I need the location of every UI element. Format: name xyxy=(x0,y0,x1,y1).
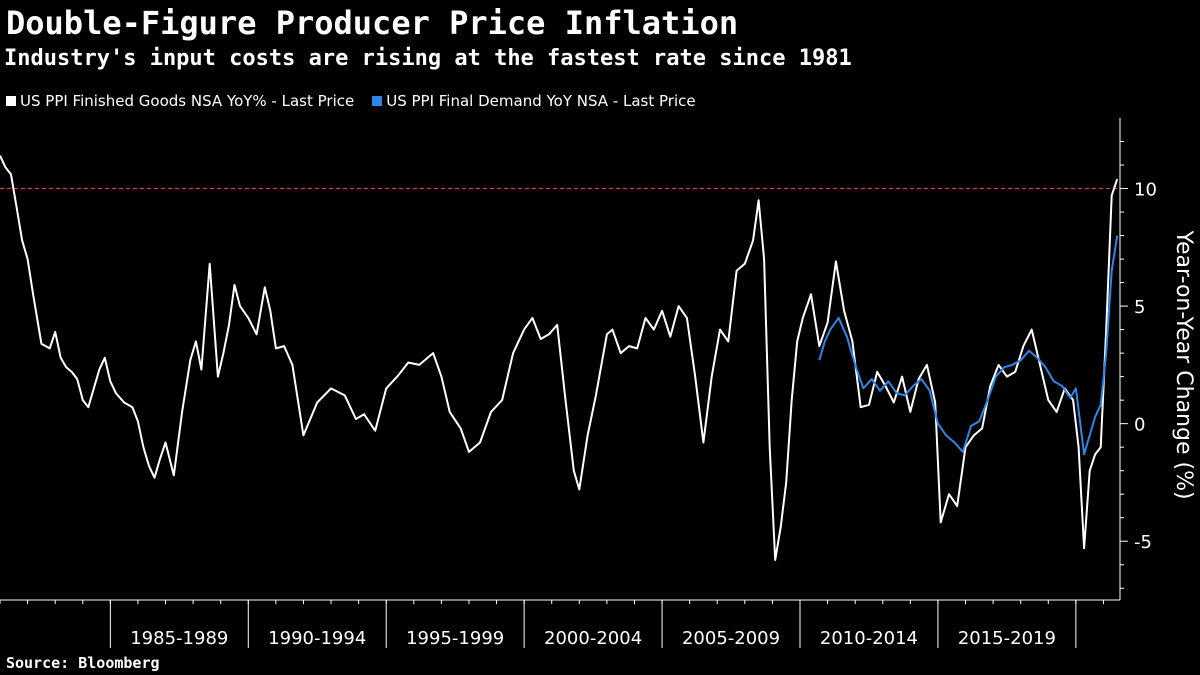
legend-label-finished-goods: US PPI Finished Goods NSA YoY% - Last Pr… xyxy=(20,92,355,110)
x-tick-label: 2005-2009 xyxy=(682,628,780,649)
source-note: Source: Bloomberg xyxy=(6,654,160,672)
y-tick-label: 0 xyxy=(1134,415,1145,436)
chart-subtitle: Industry's input costs are rising at the… xyxy=(4,46,852,71)
chart-title: Double-Figure Producer Price Inflation xyxy=(6,4,739,42)
legend-item-final-demand: US PPI Final Demand YoY NSA - Last Price xyxy=(372,92,696,110)
finished-goods-line xyxy=(0,155,1119,561)
x-tick-label: 1990-1994 xyxy=(268,628,366,649)
legend-label-final-demand: US PPI Final Demand YoY NSA - Last Price xyxy=(386,92,696,110)
x-tick-label: 2000-2004 xyxy=(544,628,642,649)
legend-item-finished-goods: US PPI Finished Goods NSA YoY% - Last Pr… xyxy=(6,92,354,110)
legend: US PPI Finished Goods NSA YoY% - Last Pr… xyxy=(6,92,696,110)
series-lines xyxy=(0,155,1120,561)
x-tick-label: 2015-2019 xyxy=(958,628,1056,649)
axes: -5 0 5 10 1985-1989 1990-1994 1995-1999 2000-20… xyxy=(0,118,1157,649)
x-tick-label: 2010-2014 xyxy=(820,628,918,649)
legend-swatch-final-demand xyxy=(372,96,383,106)
y-tick-label: 10 xyxy=(1134,180,1157,201)
y-tick-label: -5 xyxy=(1134,532,1152,553)
y-axis-label: Year-on-Year Change (%) xyxy=(1171,229,1196,499)
final-demand-line xyxy=(818,235,1119,456)
x-tick-label: 1985-1989 xyxy=(130,628,228,649)
legend-swatch-finished-goods xyxy=(6,96,16,106)
y-tick-label: 5 xyxy=(1134,297,1145,318)
x-tick-label: 1995-1999 xyxy=(406,628,504,649)
